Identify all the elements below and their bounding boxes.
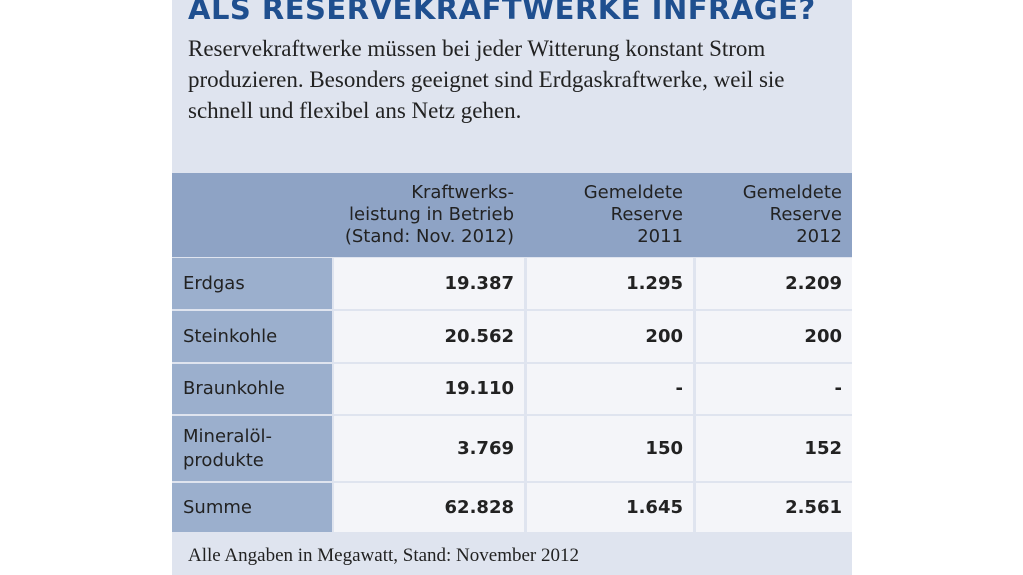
text-line: 2011 [637,226,683,247]
footnote: Alle Angaben in Megawatt, Stand: Novembe… [188,545,580,566]
text-line: 2.209 [785,272,842,294]
text-line: 62.828 [444,496,514,518]
value-cell: 152 [696,416,852,481]
text-line: 2012 [796,226,842,247]
header-cell: Gemeldete Reserve 2011 [527,173,693,257]
text-line: Erdgas [183,272,245,294]
value-cell: 19.110 [334,364,524,414]
text-line: Kraftwerks- [411,182,514,203]
value-cell: - [696,364,852,414]
value-cell: 1.295 [527,258,693,309]
value-cell: 200 [527,311,693,362]
text-line: 19.110 [444,378,514,399]
text-line: Braunkohle [183,378,285,399]
text-line: Reserve [610,204,683,225]
row-label: Steinkohle [172,311,332,362]
text-line: Gemeldete [742,182,842,203]
text-line: 200 [645,325,683,347]
text-line: schnell und flexibel ans Netz gehen. [188,98,522,123]
text-line: Summe [183,496,252,518]
value-cell: 62.828 [334,483,524,532]
intro-line: schnell und flexibel ans Netz gehen. [188,98,521,124]
text-line: (Stand: Nov. 2012) [344,226,514,247]
text-line: 200 [804,325,842,347]
text-line: Gemeldete [583,182,683,203]
text-line: 1.645 [626,496,683,518]
intro-line: produzieren. Besonders geeignet sind Erd… [188,67,785,93]
row-label: Mineralöl-produkte [172,416,332,481]
table-header: Kraftwerks-leistung in Betrieb (Stand: No… [172,173,852,257]
text-line: 2.561 [785,496,842,518]
text-line: Mineralöl- [183,425,272,447]
row-label: Braunkohle [172,364,332,414]
header-cell [172,173,332,257]
header-cell: Kraftwerks-leistung in Betrieb (Stand: No… [334,173,524,257]
text-line: 20.562 [444,325,514,347]
panel: ALS RESERVEKRAFTWERKE INFRAGE? Alle Anga… [172,0,852,575]
text-line: - [834,378,842,399]
value-cell: 1.645 [527,483,693,532]
text-line: 1.295 [626,272,683,294]
value-cell: 150 [527,416,693,481]
text-line: - [675,378,683,399]
text-line: 150 [645,437,683,459]
header-cell: Gemeldete Reserve 2012 [696,173,852,257]
intro-line: Reservekraftwerke müssen bei jeder Witte… [188,36,765,62]
value-cell: 2.561 [696,483,852,532]
text-line: 19.387 [444,272,514,294]
text-line: produkte [183,449,264,471]
value-cell: 3.769 [334,416,524,481]
value-cell: 200 [696,311,852,362]
text-line: produzieren. Besonders geeignet sind Erd… [188,67,785,92]
row-label: Summe [172,483,332,532]
text-line: Reservekraftwerke müssen bei jeder Witte… [188,36,766,61]
title: ALS RESERVEKRAFTWERKE INFRAGE? [188,0,816,26]
text-line: Steinkohle [183,325,278,347]
row-label: Erdgas [172,258,332,309]
text-line: 152 [804,437,842,459]
value-cell: 20.562 [334,311,524,362]
value-cell: - [527,364,693,414]
text-line: leistung in Betrieb [349,204,514,225]
value-cell: 2.209 [696,258,852,309]
text-line: 3.769 [457,437,514,459]
value-cell: 19.387 [334,258,524,309]
text-line: Reserve [769,204,842,225]
